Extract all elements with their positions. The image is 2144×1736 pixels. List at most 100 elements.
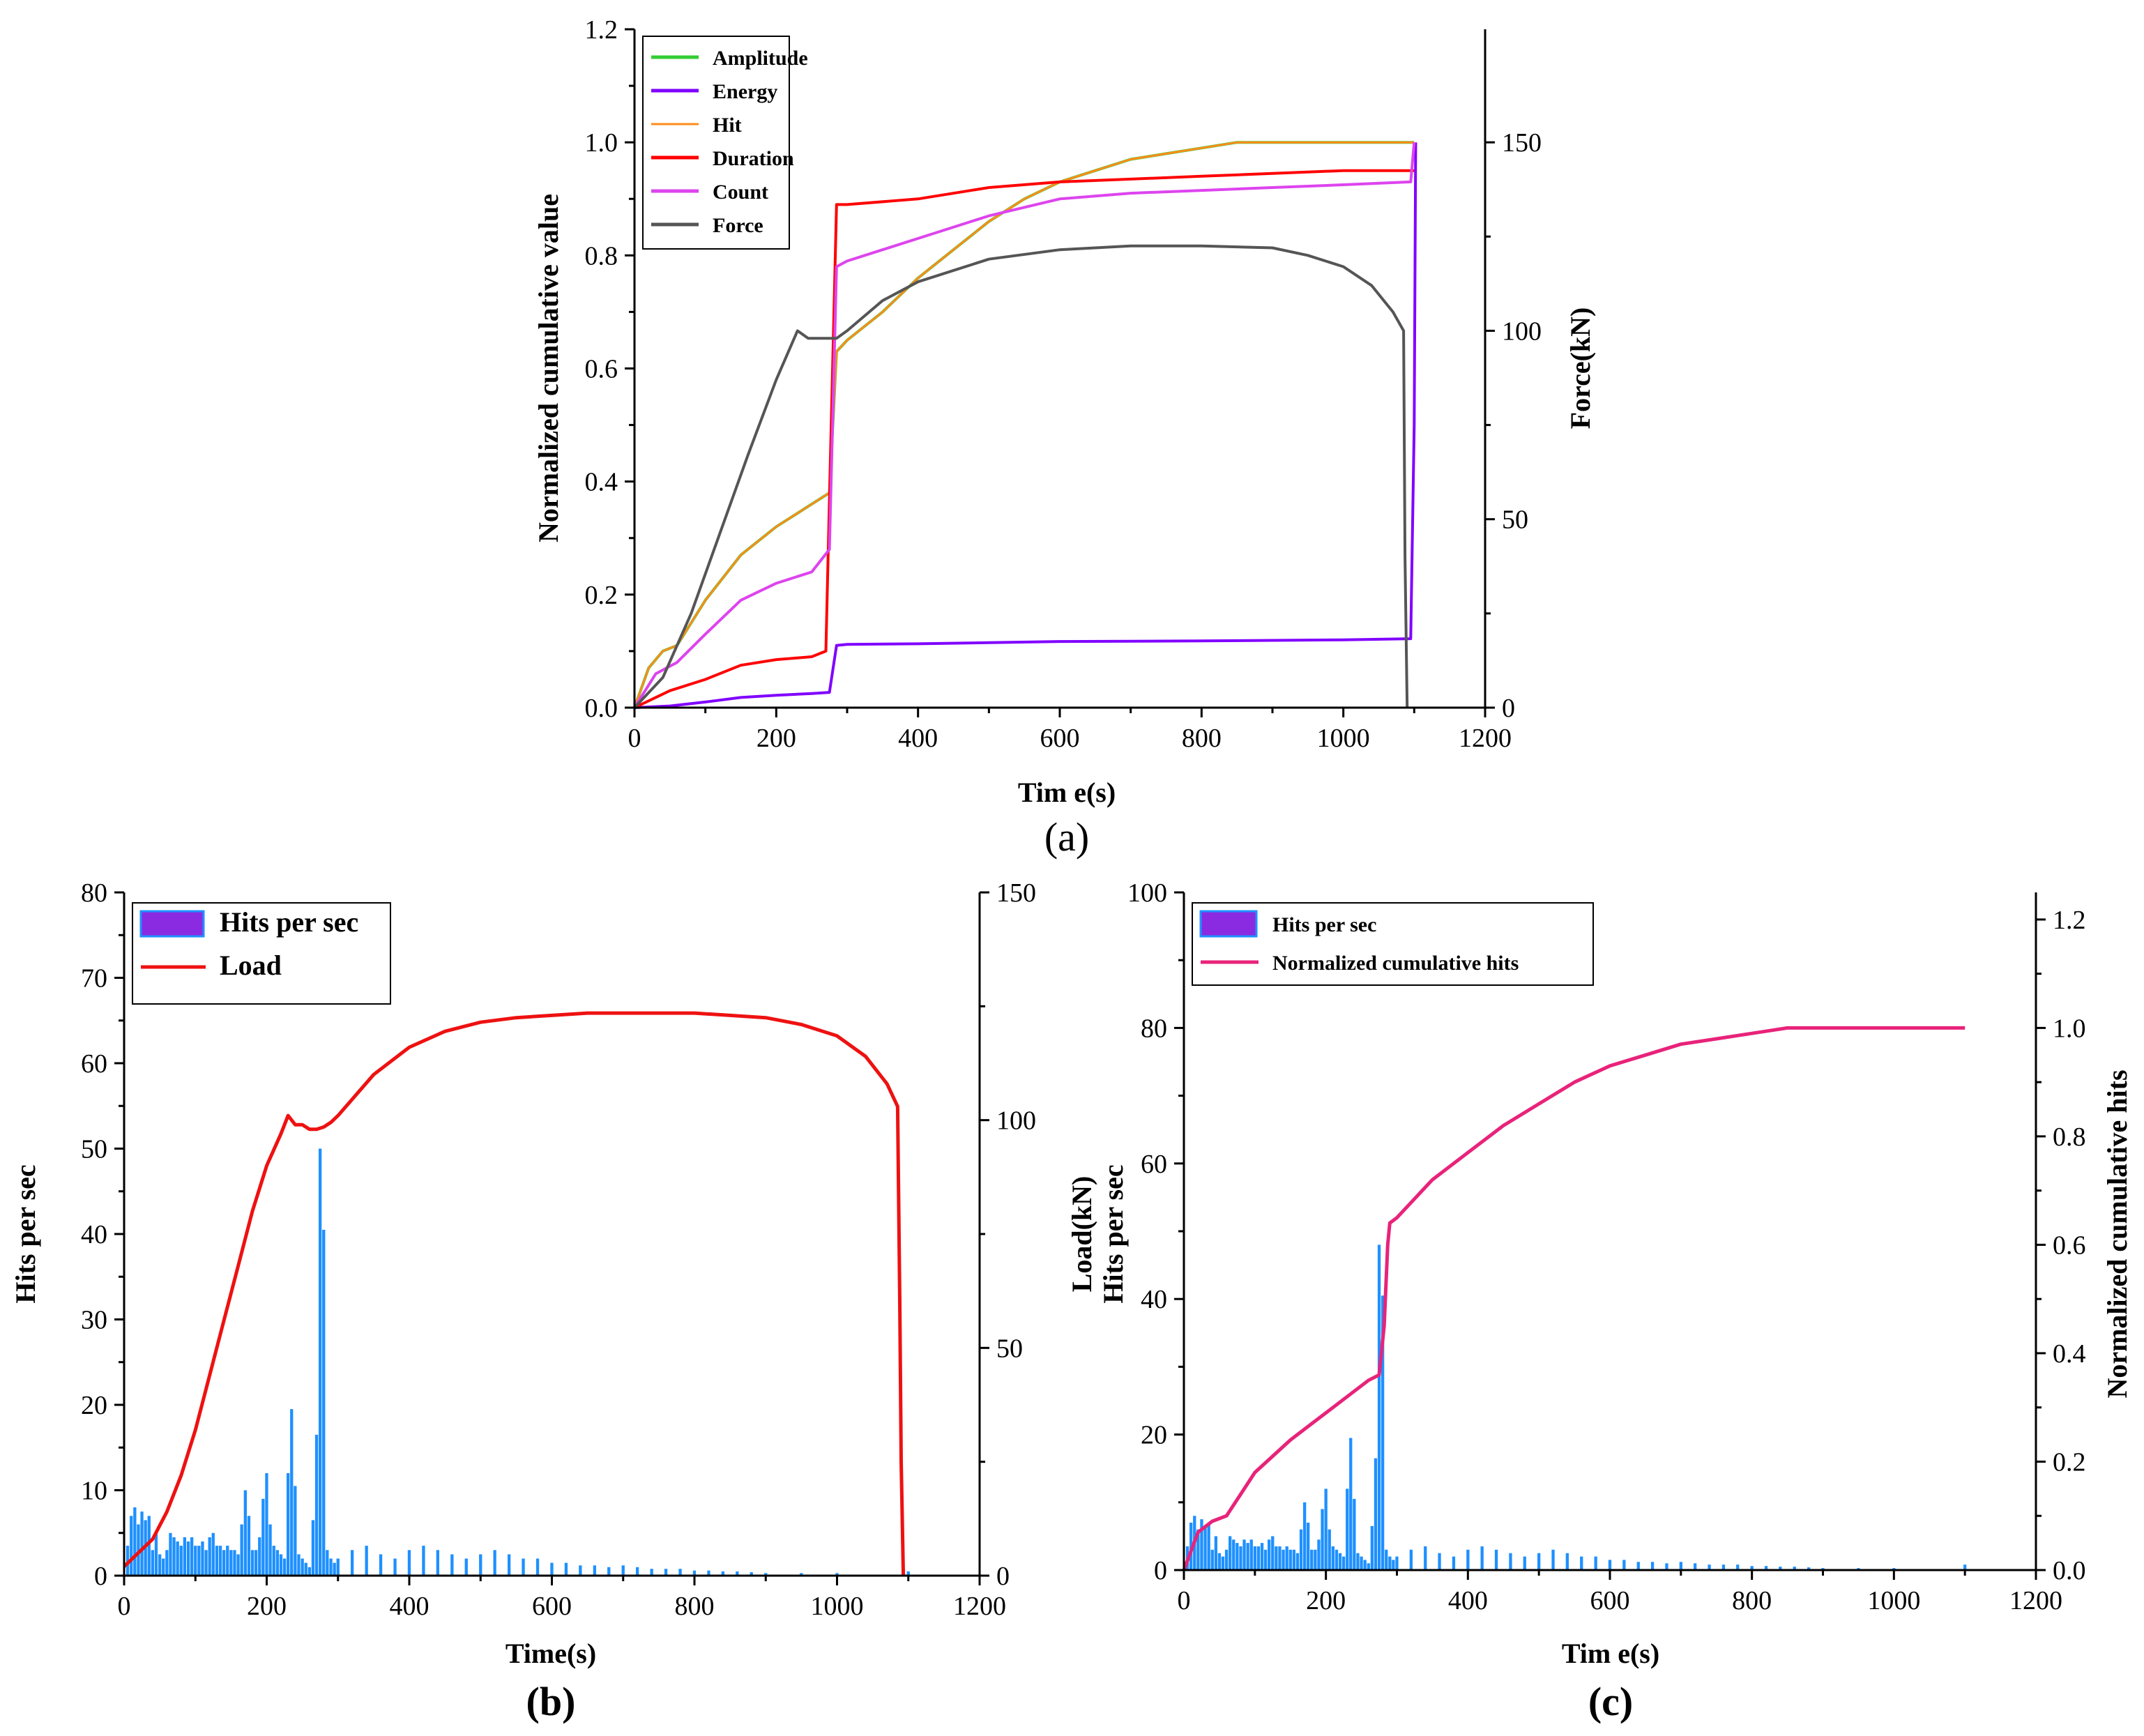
bar <box>1310 1549 1314 1570</box>
bar <box>165 1550 169 1576</box>
x-tick-label: 0 <box>118 1592 131 1621</box>
bar <box>1217 1553 1222 1570</box>
bar <box>1224 1549 1229 1570</box>
bar <box>1377 1244 1381 1570</box>
bar <box>550 1562 554 1576</box>
bar <box>1331 1546 1335 1570</box>
bar <box>1721 1564 1726 1570</box>
bar <box>393 1558 397 1576</box>
bar <box>158 1554 162 1576</box>
bar <box>1317 1539 1321 1570</box>
bar <box>1260 1543 1264 1570</box>
bar <box>508 1554 511 1576</box>
bar <box>493 1550 496 1576</box>
bar <box>282 1558 287 1576</box>
y-tick-label: 0.6 <box>585 355 618 384</box>
bar <box>268 1524 272 1576</box>
y2-tick-label: 50 <box>996 1334 1023 1363</box>
bar <box>650 1569 653 1576</box>
bar <box>1324 1488 1328 1570</box>
bar <box>1242 1539 1246 1570</box>
legend-label: Normalized cumulative hits <box>1272 952 1519 975</box>
bar <box>764 1573 768 1576</box>
series-line-energy <box>634 142 1417 709</box>
bar <box>1239 1546 1242 1570</box>
bar <box>240 1524 243 1576</box>
bar <box>190 1537 194 1576</box>
bar <box>1207 1523 1210 1570</box>
y-tick-label: 50 <box>81 1135 107 1164</box>
bar <box>1278 1546 1282 1570</box>
series-line-force <box>633 244 1409 709</box>
x-tick-label: 1000 <box>1867 1586 1920 1615</box>
bar <box>1392 1560 1395 1570</box>
bar <box>179 1546 183 1576</box>
bar <box>137 1524 140 1576</box>
bar <box>147 1516 151 1576</box>
bar <box>229 1550 233 1576</box>
panel-c: 0 200 400 600 800 1000 1200 0 20 40 60 80 100 0.0 0.2 0… <box>1097 878 2133 1724</box>
bar <box>222 1550 226 1576</box>
bar <box>1349 1438 1353 1570</box>
y-tick-label: 10 <box>81 1477 107 1506</box>
x-tick-label: 0 <box>628 724 641 753</box>
bar <box>1200 1519 1203 1570</box>
bar <box>1480 1546 1484 1570</box>
panel-label: (a) <box>1044 814 1089 860</box>
bar <box>130 1516 133 1576</box>
bar <box>1636 1562 1640 1570</box>
series-line-duration <box>634 169 1415 709</box>
bar <box>197 1546 201 1576</box>
bar <box>1665 1563 1668 1570</box>
bar <box>218 1546 222 1576</box>
bar <box>678 1569 682 1576</box>
x-tick-label: 800 <box>1732 1586 1772 1615</box>
series-line-load <box>123 1011 906 1576</box>
x-axis-title: Time(s) <box>505 1638 596 1669</box>
y-tick-label: 80 <box>1141 1014 1167 1043</box>
y-tick-label: 0.8 <box>585 241 618 271</box>
bar <box>1271 1536 1275 1570</box>
bar <box>247 1516 251 1576</box>
bar <box>151 1550 154 1576</box>
x-tick-label: 1200 <box>953 1592 1006 1621</box>
bar <box>1203 1525 1207 1570</box>
bar <box>407 1550 411 1576</box>
y-tick-label: 1.0 <box>585 128 618 158</box>
bar <box>1494 1549 1498 1570</box>
bar <box>204 1550 208 1576</box>
bar <box>621 1565 625 1576</box>
bar <box>707 1570 710 1576</box>
x-tick-label: 1200 <box>1459 724 1512 753</box>
bar <box>258 1537 261 1576</box>
bar <box>1328 1529 1331 1570</box>
bar <box>800 1573 803 1576</box>
bar <box>333 1562 336 1576</box>
bar <box>194 1546 197 1576</box>
bar <box>906 1571 910 1576</box>
legend-box <box>1192 902 1594 986</box>
bar <box>211 1532 215 1576</box>
bar <box>294 1486 297 1576</box>
y2-axis-title: Normalized cumulative hits <box>2101 1069 2133 1398</box>
bar <box>1307 1523 1310 1570</box>
x-tick-label: 0 <box>1178 1586 1191 1615</box>
y-tick-label: 60 <box>1141 1150 1167 1179</box>
bar <box>365 1546 368 1576</box>
panel-label: (c) <box>1588 1679 1633 1724</box>
bar <box>322 1229 326 1576</box>
bar <box>593 1565 596 1576</box>
y-tick-label: 0.4 <box>585 468 618 497</box>
bar <box>254 1550 258 1576</box>
bar <box>479 1554 482 1576</box>
bar <box>636 1567 639 1576</box>
x-tick-label: 600 <box>532 1592 572 1621</box>
bar <box>1395 1556 1399 1570</box>
bar <box>1292 1549 1295 1570</box>
bar <box>1388 1556 1392 1570</box>
bar <box>1232 1539 1236 1570</box>
x-tick-label: 400 <box>898 724 938 753</box>
bar <box>1335 1549 1339 1570</box>
y-axis-title: Normalized cumulative value <box>533 194 564 542</box>
bar <box>1622 1560 1626 1570</box>
